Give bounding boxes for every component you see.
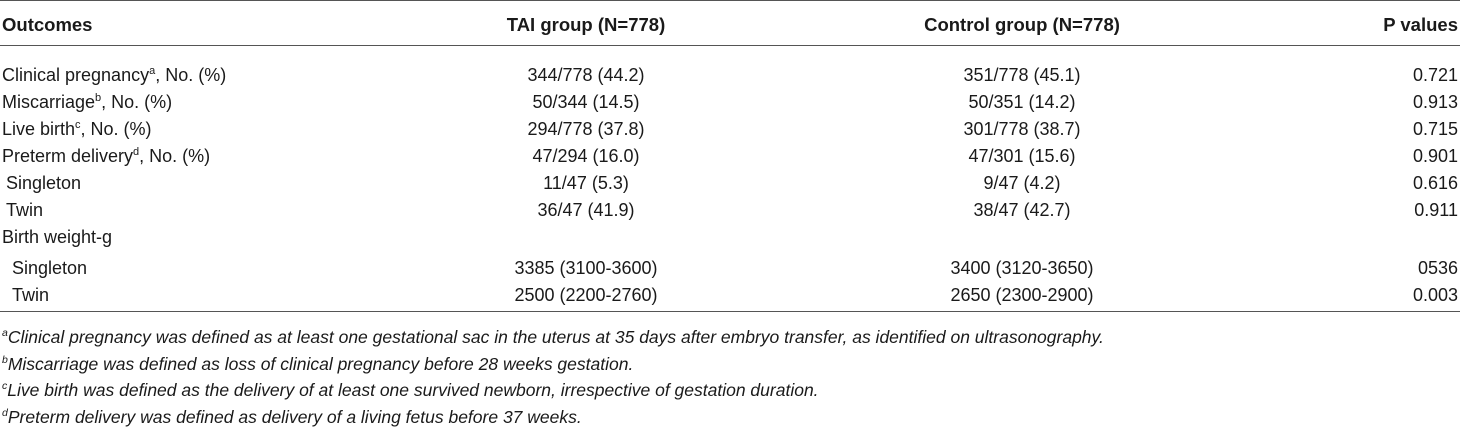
header-control-group: Control group (N=778) xyxy=(880,11,1164,38)
control-value: 50/351 (14.2) xyxy=(880,89,1164,116)
header-tai-group: TAI group (N=778) xyxy=(444,11,728,38)
row-label: Twin xyxy=(12,282,49,309)
p-value: 0.721 xyxy=(1413,62,1458,89)
row-label: Twin xyxy=(6,197,43,224)
table-row: Preterm deliveryd, No. (%) 47/294 (16.0)… xyxy=(0,143,1460,170)
footnote-d: dPreterm delivery was defined as deliver… xyxy=(2,404,1452,430)
footnotes: aClinical pregnancy was defined as at le… xyxy=(2,324,1452,430)
control-value: 301/778 (38.7) xyxy=(880,116,1164,143)
table-row: Twin 36/47 (41.9) 38/47 (42.7) 0.911 xyxy=(0,197,1460,224)
table-row: Birth weight-g xyxy=(0,224,1460,251)
table-header-row: Outcomes TAI group (N=778) Control group… xyxy=(0,11,1460,38)
row-label: Singleton xyxy=(6,170,81,197)
row-label: Preterm deliveryd, No. (%) xyxy=(2,143,210,170)
control-value: 351/778 (45.1) xyxy=(880,62,1164,89)
table-row: Twin 2500 (2200-2760) 2650 (2300-2900) 0… xyxy=(0,282,1460,309)
tai-value: 3385 (3100-3600) xyxy=(444,255,728,282)
control-value: 47/301 (15.6) xyxy=(880,143,1164,170)
table-row: Miscarriageb, No. (%) 50/344 (14.5) 50/3… xyxy=(0,89,1460,116)
p-value: 0.715 xyxy=(1413,116,1458,143)
row-label: Clinical pregnancya, No. (%) xyxy=(2,62,226,89)
p-value: 0.911 xyxy=(1414,197,1458,224)
tai-value: 344/778 (44.2) xyxy=(444,62,728,89)
bottom-rule xyxy=(0,311,1460,312)
p-value: 0.901 xyxy=(1413,143,1458,170)
control-value: 2650 (2300-2900) xyxy=(880,282,1164,309)
tai-value: 50/344 (14.5) xyxy=(444,89,728,116)
p-value: 0.616 xyxy=(1413,170,1458,197)
row-label: Birth weight-g xyxy=(2,224,112,251)
tai-value: 36/47 (41.9) xyxy=(444,197,728,224)
footnote-c: cLive birth was defined as the delivery … xyxy=(2,377,1452,404)
table-row: Singleton 3385 (3100-3600) 3400 (3120-36… xyxy=(0,255,1460,282)
p-value: 0.003 xyxy=(1413,282,1458,309)
control-value: 9/47 (4.2) xyxy=(880,170,1164,197)
tai-value: 11/47 (5.3) xyxy=(444,170,728,197)
header-rule xyxy=(0,45,1460,46)
footnote-a: aClinical pregnancy was defined as at le… xyxy=(2,324,1452,351)
row-label: Singleton xyxy=(12,255,87,282)
row-label: Live birthc, No. (%) xyxy=(2,116,152,143)
p-value: 0.913 xyxy=(1413,89,1458,116)
control-value: 3400 (3120-3650) xyxy=(880,255,1164,282)
table-row: Clinical pregnancya, No. (%) 344/778 (44… xyxy=(0,62,1460,89)
header-p-values: P values xyxy=(1383,11,1458,38)
tai-value: 294/778 (37.8) xyxy=(444,116,728,143)
table-row: Singleton 11/47 (5.3) 9/47 (4.2) 0.616 xyxy=(0,170,1460,197)
top-rule xyxy=(0,0,1460,1)
p-value: 0536 xyxy=(1418,255,1458,282)
row-label: Miscarriageb, No. (%) xyxy=(2,89,172,116)
tai-value: 2500 (2200-2760) xyxy=(444,282,728,309)
tai-value: 47/294 (16.0) xyxy=(444,143,728,170)
footnote-b: bMiscarriage was defined as loss of clin… xyxy=(2,351,1452,378)
header-outcomes: Outcomes xyxy=(2,11,92,38)
table-row: Live birthc, No. (%) 294/778 (37.8) 301/… xyxy=(0,116,1460,143)
control-value: 38/47 (42.7) xyxy=(880,197,1164,224)
